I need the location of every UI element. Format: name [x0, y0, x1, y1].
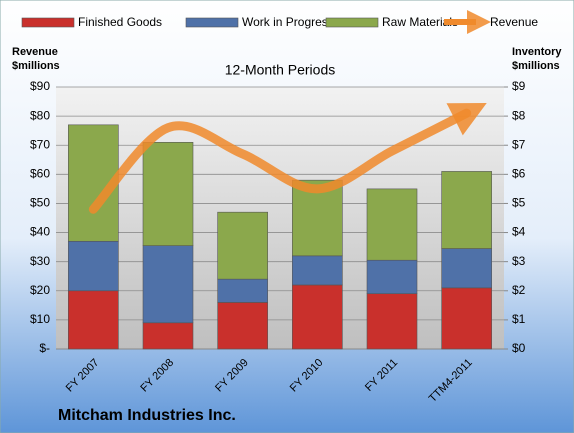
y2-tick-label: $4: [512, 225, 526, 239]
bar-segment: [292, 284, 343, 350]
bar-segment: [366, 293, 418, 350]
y-axis-title: Revenue $millions: [12, 46, 60, 72]
legend-swatch: [325, 17, 379, 28]
y-tick-label: $-: [39, 341, 50, 355]
y2-tick-label: $9: [512, 79, 526, 93]
bar-segment: [217, 278, 268, 303]
y-tick-label: $90: [30, 79, 50, 93]
y-tick-label: $60: [30, 167, 50, 181]
bar-segment: [142, 142, 194, 246]
legend-label: Revenue: [490, 15, 538, 29]
legend-label: Finished Goods: [78, 15, 162, 29]
bar-segment: [142, 245, 194, 324]
y-tick-label: $10: [30, 312, 50, 326]
y2-tick-label: $5: [512, 196, 526, 210]
bar-segment: [217, 211, 268, 280]
bar-segment: [366, 188, 418, 261]
bar-segment: [217, 302, 268, 350]
bar-segment: [142, 322, 194, 350]
y-tick-label: $40: [30, 225, 50, 239]
bar-segment: [441, 248, 492, 289]
y-tick-label: $50: [30, 196, 50, 210]
bar-segment: [292, 255, 343, 286]
bar-segment: [441, 287, 492, 350]
y-tick-label: $30: [30, 254, 50, 268]
bar-segment: [68, 290, 119, 350]
y2-tick-label: $0: [512, 341, 526, 355]
y2-axis-title: Inventory $millions: [512, 46, 562, 72]
bar-segment: [441, 171, 492, 249]
y2-tick-label: $1: [512, 312, 526, 326]
legend-swatch: [185, 17, 239, 28]
y2-tick-label: $6: [512, 167, 526, 181]
y2-tick-label: $2: [512, 283, 526, 297]
legend-label: Work in Progress: [242, 15, 334, 29]
y2-tick-label: $8: [512, 108, 526, 122]
chart-title: 12-Month Periods: [225, 62, 336, 78]
y2-tick-label: $7: [512, 137, 526, 151]
y-tick-label: $70: [30, 137, 50, 151]
y-tick-label: $20: [30, 283, 50, 297]
bar-segment: [68, 240, 119, 292]
y-tick-label: $80: [30, 108, 50, 122]
company-name: Mitcham Industries Inc.: [58, 407, 236, 424]
bar-segment: [366, 259, 418, 294]
y2-tick-label: $3: [512, 254, 526, 268]
legend-swatch: [21, 17, 75, 28]
legend-label: Raw Materials: [382, 15, 458, 29]
revenue-line: [88, 103, 487, 214]
